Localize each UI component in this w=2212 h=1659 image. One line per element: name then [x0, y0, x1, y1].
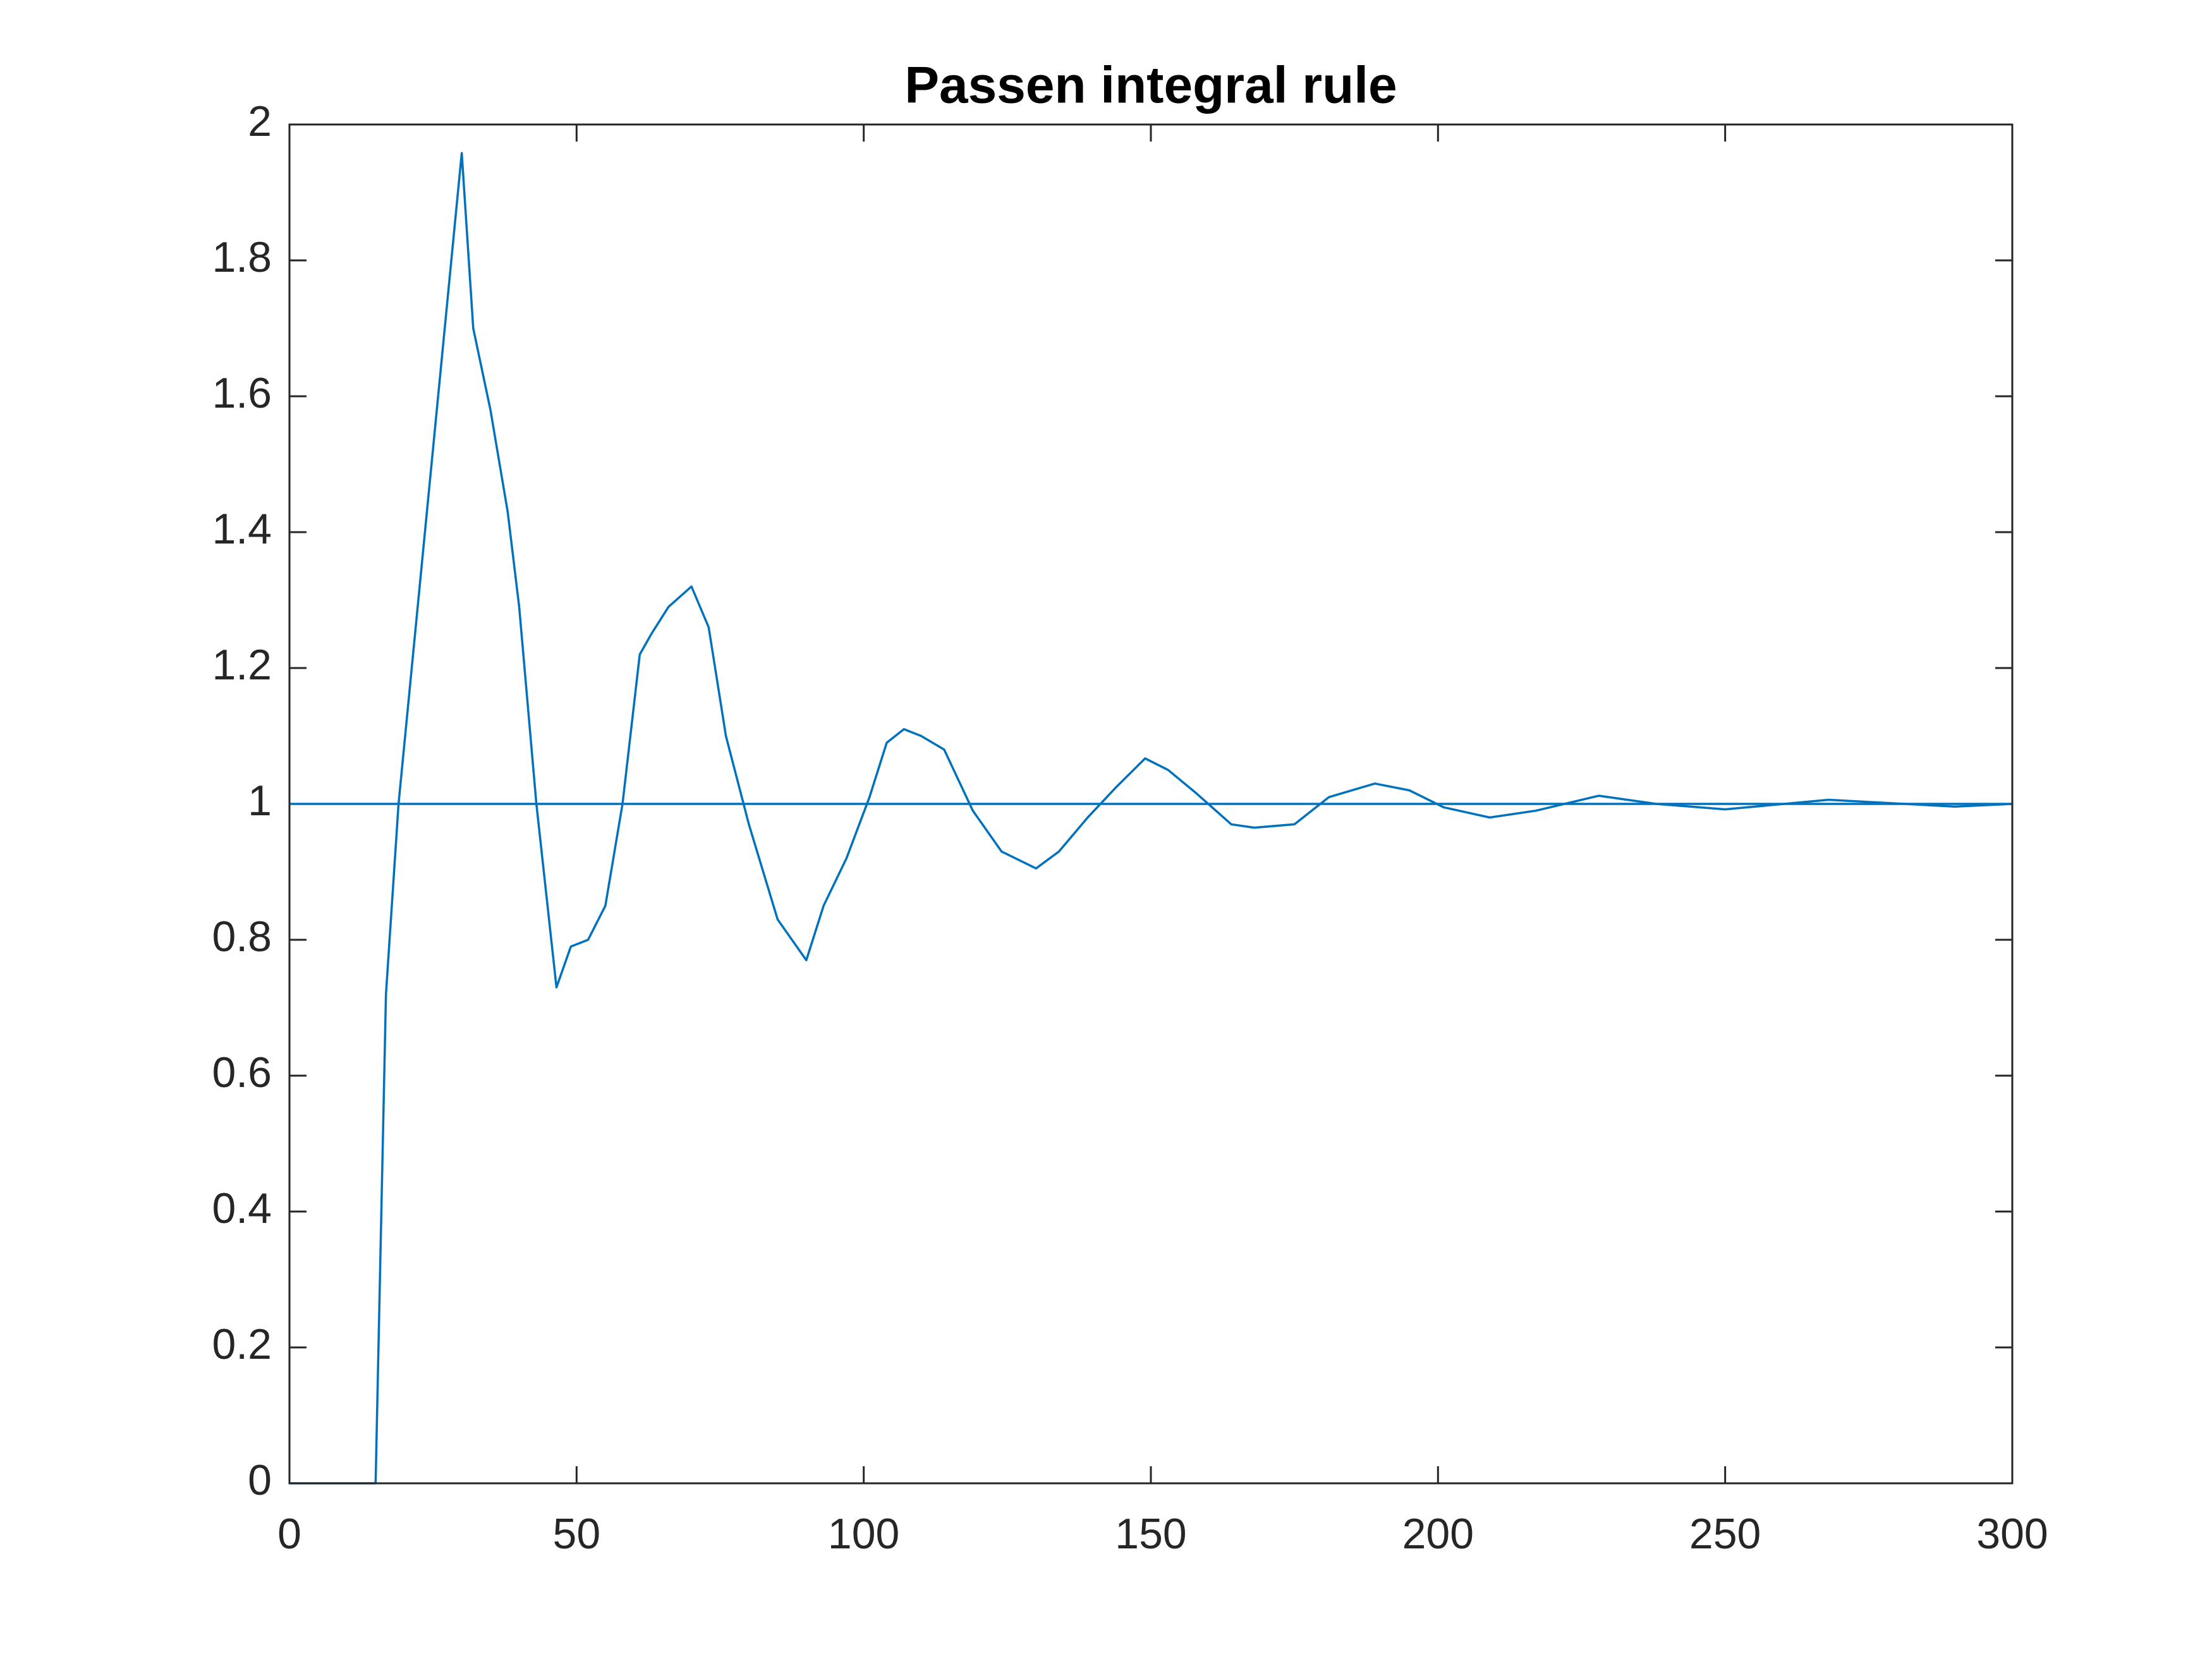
x-tick-label: 250 — [1689, 1510, 1761, 1558]
x-tick-label: 150 — [1115, 1510, 1186, 1558]
y-tick-label: 1 — [248, 777, 272, 825]
y-tick-label: 1.8 — [212, 233, 272, 281]
plot-frame — [288, 123, 2014, 1485]
x-tick-label: 0 — [277, 1510, 301, 1558]
x-tick-label: 200 — [1402, 1510, 1474, 1558]
y-tick-label: 1.2 — [212, 641, 272, 689]
chart-title: Passen integral rule — [904, 57, 1397, 114]
y-tick-label: 1.6 — [212, 369, 272, 417]
y-tick-label: 2 — [248, 97, 272, 145]
y-tick-label: 0.4 — [212, 1184, 272, 1232]
x-tick-label: 100 — [828, 1510, 899, 1558]
y-tick-label: 0.6 — [212, 1048, 272, 1097]
x-tick-label: 300 — [1976, 1510, 2048, 1558]
y-tick-label: 0.2 — [212, 1320, 272, 1368]
y-tick-label: 0.8 — [212, 913, 272, 961]
y-tick-label: 0 — [248, 1456, 272, 1504]
x-tick-label: 50 — [553, 1510, 601, 1558]
y-tick-label: 1.4 — [212, 505, 272, 553]
